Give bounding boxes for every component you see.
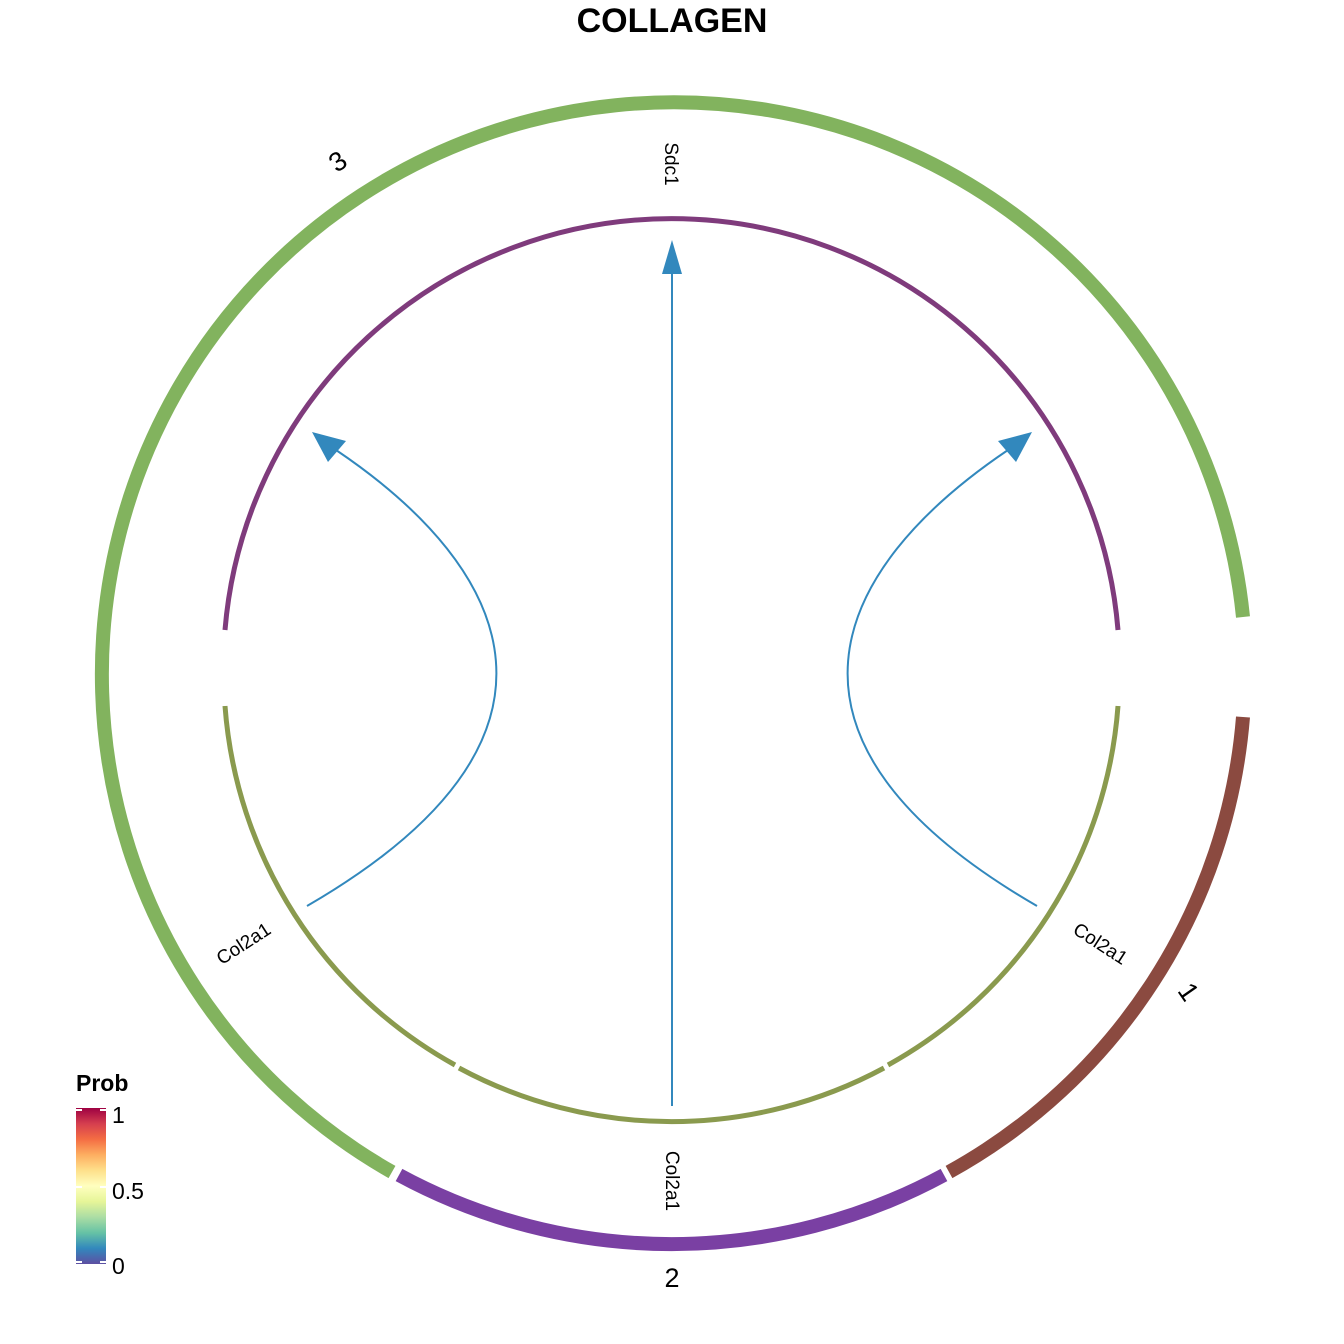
gene-label-sdc1: Sdc1 xyxy=(660,142,681,185)
link-col2a1-group3-to-sdc1 xyxy=(307,450,496,906)
arrowhead-link-2 xyxy=(662,240,682,274)
gene-label-col2a1-group1: Col2a1 xyxy=(1069,919,1131,969)
legend-tick-label-0: 0 xyxy=(112,1254,125,1278)
group-label-3: 3 xyxy=(323,145,353,178)
prob-legend: Prob 1 0.5 0 xyxy=(72,1070,182,1280)
arrowhead-link-1 xyxy=(998,432,1032,462)
link-col2a1-group1-to-sdc1 xyxy=(848,450,1037,906)
group-label-1: 1 xyxy=(1172,977,1205,1007)
gene-label-col2a1-group3: Col2a1 xyxy=(213,919,275,969)
legend-tick-label-0-5: 0.5 xyxy=(112,1179,144,1203)
legend-title: Prob xyxy=(76,1070,128,1097)
arrowhead-link-3 xyxy=(312,432,346,462)
legend-tick-label-1: 1 xyxy=(112,1103,125,1127)
gene-label-col2a1-group2: Col2a1 xyxy=(661,1151,682,1211)
group-label-2: 2 xyxy=(664,1263,679,1293)
